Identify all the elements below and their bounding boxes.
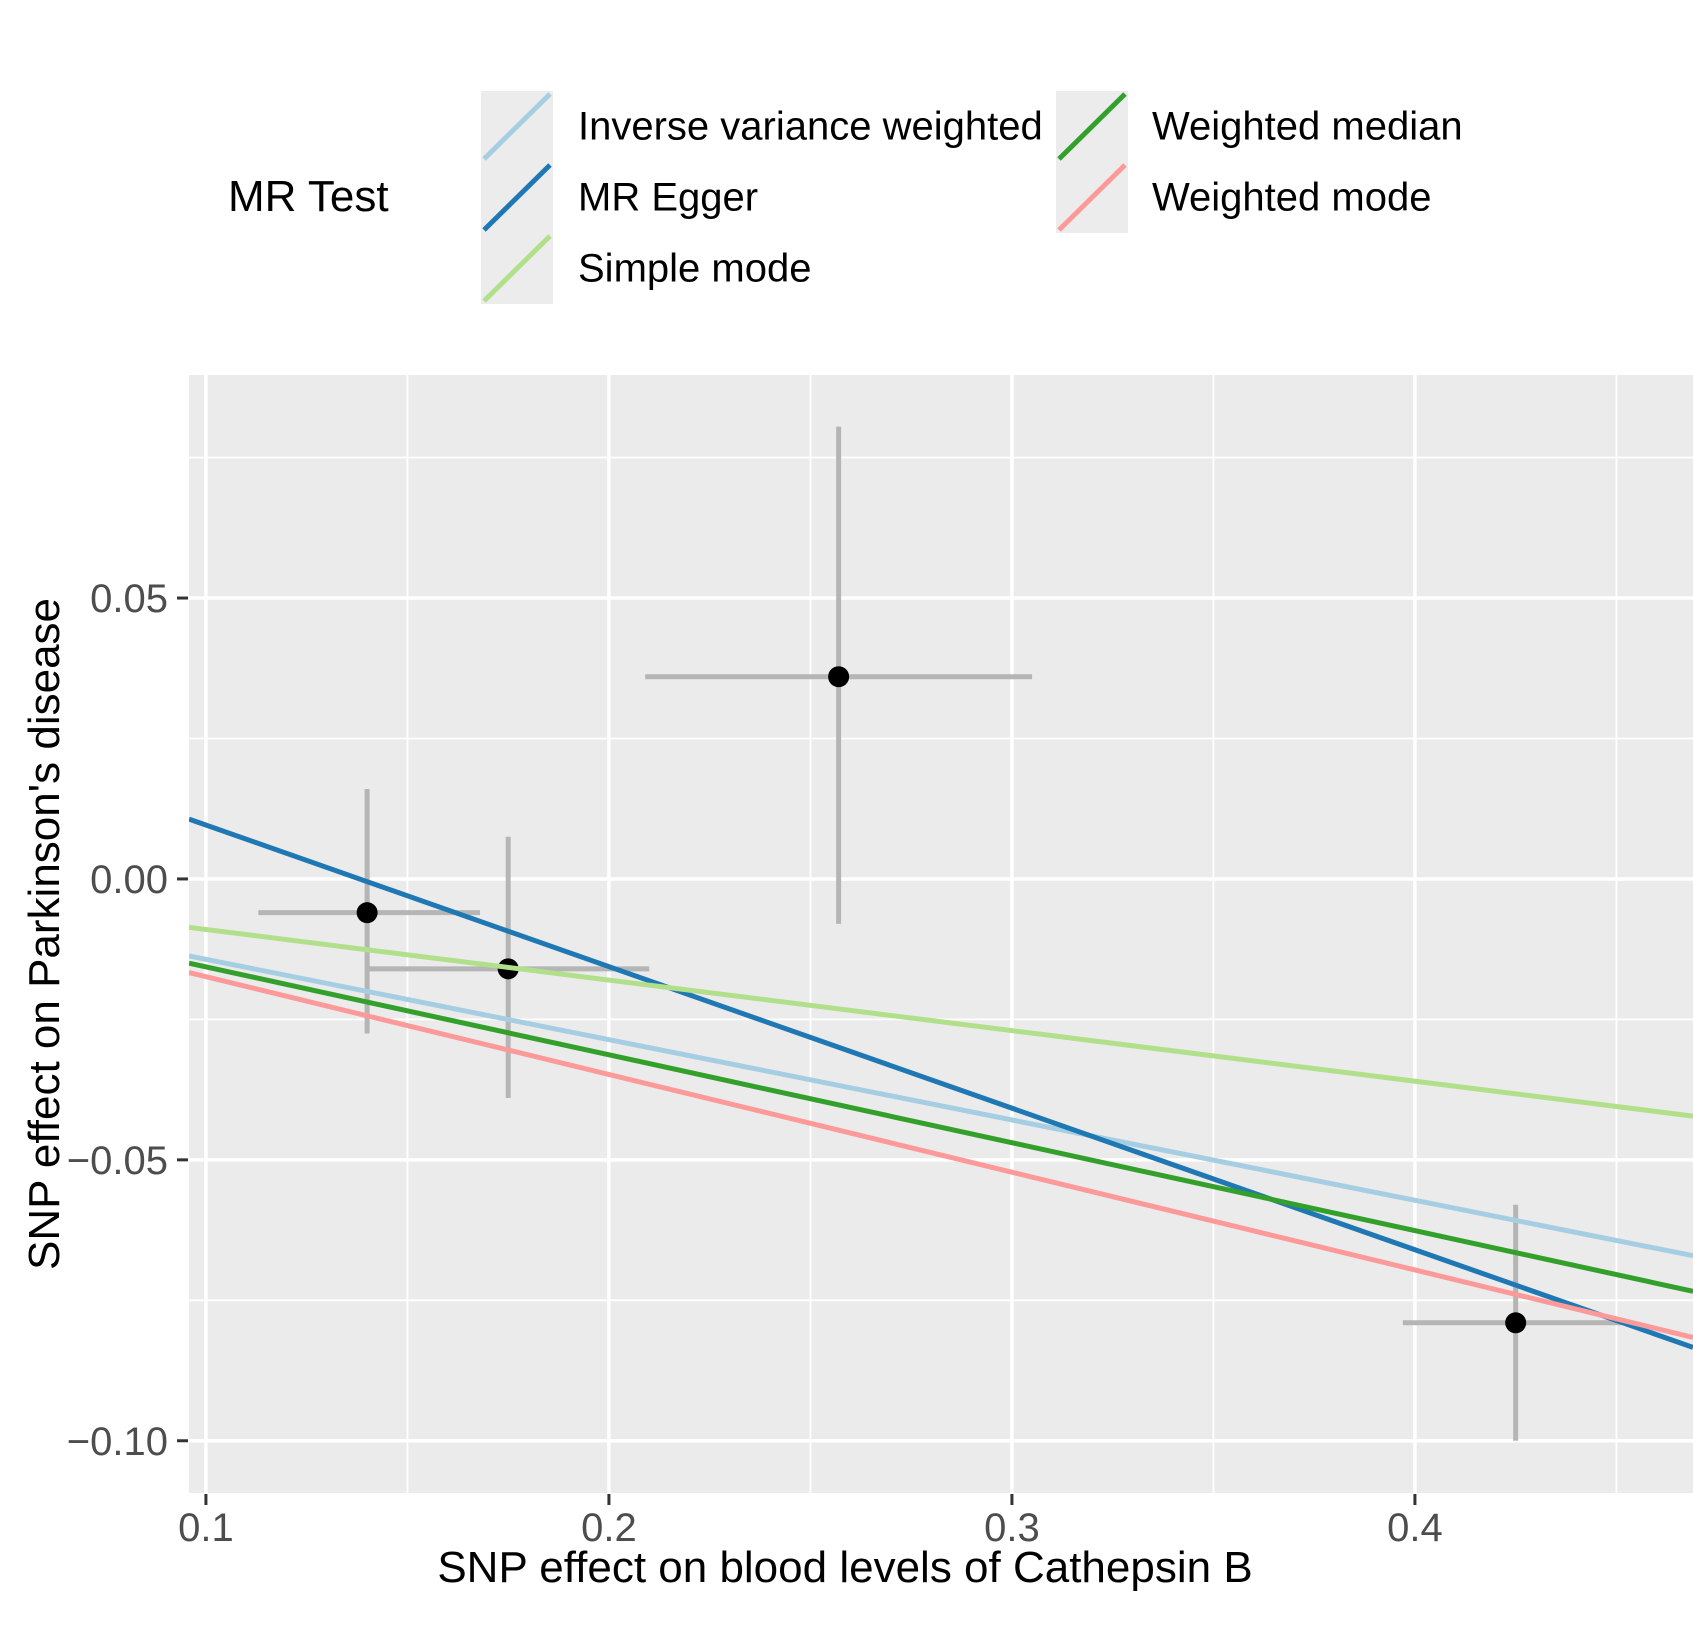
legend-key-mr-egger [481,162,553,233]
legend-line-swatch [482,234,552,303]
axes: 0.1 0.2 0.3 0.4 0.05 0.00 −0.05 −0.10 [67,577,1443,1550]
data-point [356,902,378,924]
x-tick-label: 0.2 [581,1506,637,1550]
legend-label-weighted-median: Weighted median [1152,104,1463,148]
y-tick-label: −0.10 [67,1420,168,1464]
legend-key-inverse-variance-weighted [481,91,553,162]
regression-line-mr-egger [189,816,1693,1350]
gridlines [189,375,1693,1493]
y-axis-title: SNP effect on Parkinson's disease [20,597,69,1271]
y-tick-label: −0.05 [67,1139,168,1183]
legend-line-swatch [1057,92,1127,161]
legend-label-mr-egger: MR Egger [578,175,759,219]
data-point [1505,1312,1527,1334]
y-tick-label: 0.00 [90,858,168,902]
legend: MR Test Inverse variance weighted MR Egge… [0,0,1693,330]
legend-line-swatch [482,92,552,161]
panel-background [189,375,1693,1493]
legend-label-weighted-mode: Weighted mode [1152,175,1432,219]
x-tick-label: 0.1 [178,1506,234,1550]
legend-line-swatch [482,163,552,232]
data-point [828,666,850,688]
regression-line-weighted-mode [189,970,1693,1340]
legend-key-simple-mode [481,233,553,304]
regression-line-weighted-median [189,960,1693,1294]
regression-lines [189,816,1693,1350]
x-tick-label: 0.4 [1387,1506,1443,1550]
regression-line-inverse-variance-weighted [189,953,1693,1259]
legend-label-simple-mode: Simple mode [578,246,812,290]
regression-line-simple-mode [189,924,1693,1119]
x-tick-label: 0.3 [984,1506,1040,1550]
x-axis-title: SNP effect on blood levels of Cathepsin … [437,1543,1253,1592]
legend-line-swatch [1057,163,1127,232]
legend-title: MR Test [228,172,389,221]
legend-key-weighted-mode [1056,162,1128,233]
legend-key-weighted-median [1056,91,1128,162]
y-tick-label: 0.05 [90,577,168,621]
legend-label-inverse-variance-weighted: Inverse variance weighted [578,104,1043,148]
